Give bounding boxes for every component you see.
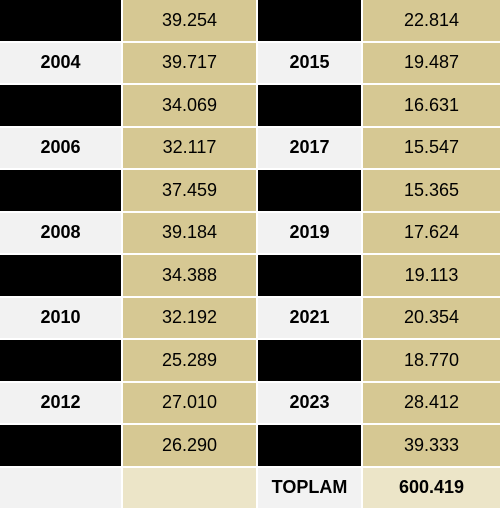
value-right-cell: 18.770 — [363, 340, 500, 383]
year-right-cell: 2015 — [258, 42, 363, 85]
value-left-cell: 34.388 — [123, 255, 258, 298]
value-right-cell: 19.487 — [363, 42, 500, 85]
value-right-cell: 15.547 — [363, 127, 500, 170]
value-left-cell: 32.117 — [123, 127, 258, 170]
value-left-cell: 27.010 — [123, 382, 258, 425]
value-right-cell: 19.113 — [363, 255, 500, 298]
total-blank-value-cell — [123, 467, 258, 510]
year-right-cell: 2021 — [258, 297, 363, 340]
year-right-cell: 2017 — [258, 127, 363, 170]
value-left-cell: 39.254 — [123, 0, 258, 43]
year-right-cell — [258, 425, 363, 468]
value-left-cell: 34.069 — [123, 85, 258, 128]
year-left-cell: 2012 — [0, 382, 123, 425]
year-left-cell — [0, 255, 123, 298]
year-right-cell — [258, 340, 363, 383]
year-left-cell: 2004 — [0, 42, 123, 85]
year-left-cell — [0, 0, 123, 43]
year-left-cell: 2010 — [0, 297, 123, 340]
year-right-cell — [258, 255, 363, 298]
total-value: 600.419 — [363, 467, 500, 510]
value-left-cell: 25.289 — [123, 340, 258, 383]
year-left-cell — [0, 170, 123, 213]
year-left-cell — [0, 425, 123, 468]
year-left-cell — [0, 340, 123, 383]
year-right-cell — [258, 170, 363, 213]
total-label: TOPLAM — [258, 467, 363, 510]
value-right-cell: 20.354 — [363, 297, 500, 340]
year-right-cell — [258, 85, 363, 128]
value-right-cell: 16.631 — [363, 85, 500, 128]
value-left-cell: 39.717 — [123, 42, 258, 85]
value-right-cell: 28.412 — [363, 382, 500, 425]
value-left-cell: 26.290 — [123, 425, 258, 468]
value-right-cell: 39.333 — [363, 425, 500, 468]
year-right-cell: 2023 — [258, 382, 363, 425]
value-left-cell: 37.459 — [123, 170, 258, 213]
value-left-cell: 32.192 — [123, 297, 258, 340]
value-right-cell: 22.814 — [363, 0, 500, 43]
year-left-cell: 2008 — [0, 212, 123, 255]
value-right-cell: 15.365 — [363, 170, 500, 213]
total-blank-cell — [0, 467, 123, 510]
year-left-cell: 2006 — [0, 127, 123, 170]
value-right-cell: 17.624 — [363, 212, 500, 255]
year-right-cell — [258, 0, 363, 43]
year-right-cell: 2019 — [258, 212, 363, 255]
value-left-cell: 39.184 — [123, 212, 258, 255]
year-left-cell — [0, 85, 123, 128]
